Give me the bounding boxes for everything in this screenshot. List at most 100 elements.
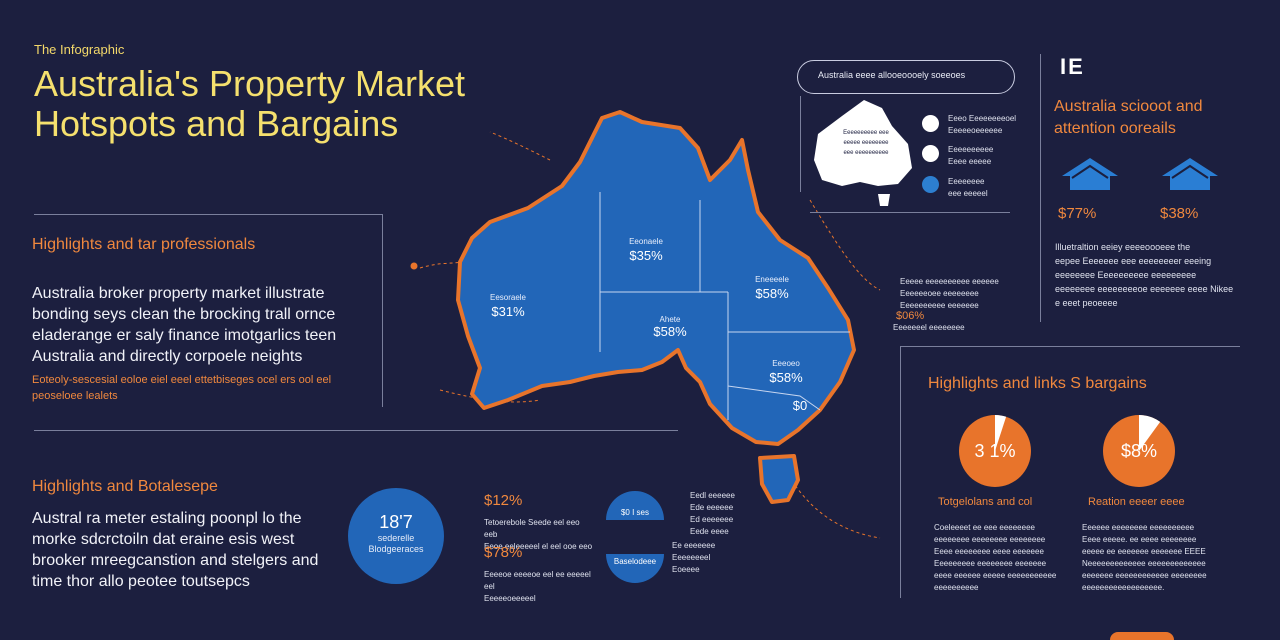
house-icon-shape [1062,158,1118,190]
region-value-qld: $58% [755,286,789,301]
donut-2-value: $8% [1121,441,1157,461]
stat-value: $12% [484,492,523,509]
region-value-vic: $0 [793,398,807,413]
logo-icon: IE [1060,54,1085,79]
body-line: eladerange er saly finance imotgarlics t… [32,327,337,344]
body-line: eeeeeeee Eeeeeeeeee eeeeeeeee [1055,270,1197,280]
legend-text-3: Eeeeeeee eee eeeeel [948,176,1018,200]
col-line: Eeee eeeee. ee eeee eeeeeeee [1082,535,1197,544]
right-panel-2-top-border [900,346,1240,347]
stat-line: Eeoe eeleeeeel el eel ooe eeo [484,542,593,551]
side-line: Eoeeee [672,565,700,574]
right-panel-2-left-border [900,346,901,598]
donut-bottom-half [606,554,664,583]
body-line: Austral ra meter estaling poonpl lo the [32,510,302,527]
body-line: time thor allo peotee toutsepcs [32,573,250,590]
page-title: Australia's Property Market Hotspots and… [34,64,554,144]
mini-map-text: eee eeeeeeeeee [843,150,889,156]
bottom-stat-1: $12% Tetoerebole Seede eel eeo eeb Eeoe … [484,492,594,553]
callout-line: Eeeeeeeeee eeeeeee [900,301,979,310]
title-line-1: Australia's Property Market [34,63,466,104]
region-value-nt: $35% [629,248,663,263]
legend-text-1: Eeeo Eeeeeeeeoel Eeeeeoeeeeee [948,113,1018,137]
legend-line: eee eeeeel [948,189,988,198]
body-line: brooker mreegcanstion and stelgers and [32,552,319,569]
region-label-wa: Eesoraele [490,293,527,302]
body-line: eepee Eeeeeee eee eeeeeeeer eeeing [1055,256,1212,266]
region-label-qld: Eneeeele [755,275,789,284]
body-line: Australia and directly corpoele neights [32,348,303,365]
col-line: Eeee eeeeeeee eeee eeeeeee [934,547,1044,556]
side-line: Ee eeeeeee [672,541,716,550]
stat-line: Eeeeeoeeeeel [484,594,536,603]
kicker-text: The Infographic [34,42,125,57]
col-line: Coeleeeet ee eee eeeeeeee [934,523,1035,532]
callout-line: Eeeee eeeeeeeeee eeeeee [900,277,999,286]
donut-top-half [606,491,664,520]
legend-line: Eeeeeoeeeeee [948,126,1003,135]
circle-badge-value: 18'7 [379,512,413,532]
region-value-wa: $31% [491,304,525,319]
section-divider [34,430,678,431]
body-line: morke sdcrctoiln dat eraine esis west [32,531,295,548]
col-line: eeeeeee eeeeeeeeeeee eeeeeeee [1082,571,1207,580]
map-callout-value: $06% [896,310,925,322]
stat-line: Eeeeoe eeeeoe eel ee eeeeel eel [484,570,591,591]
legend-dot-1 [922,115,939,132]
donut-2-caption: Reation eeeer eeee [1088,496,1185,508]
circle-badge-label: sederelle [377,533,415,543]
right-panel-2-heading: Highlights and links S bargains [928,375,1147,392]
region-label-sa: Ahete [660,315,681,324]
circle-badge-label: Blodgeeraces [368,544,424,554]
col-line: Eeeeeeeee eeeeeeee eeeeeee [934,559,1047,568]
region-label-nsw: Eeeoeo [772,359,800,368]
side-line: Eedl eeeeee [690,491,735,500]
region-value-sa: $58% [653,324,687,339]
mini-map-text: eeeee eeeeeeee [843,140,889,146]
right-panel-2-col2: Eeeeee eeeeeeee eeeeeeeeee Eeee eeeee. e… [1082,522,1232,594]
col-line: eeee eeeeee eeeee eeeeeeeeeee [934,571,1057,580]
col-line: Eeeeee eeeeeeee eeeeeeeeee [1082,523,1195,532]
col-line: Neeeeeeeeeeeee eeeeeeeeeeeee [1082,559,1206,568]
bottom-stat-2: $78% Eeeeoe eeeeoe eel ee eeeeel eel Eee… [484,544,594,605]
col-line: eeeeeeeeee [934,583,979,592]
right-panel-2-col1: Coeleeeet ee eee eeeeeeee eeeeeeee eeeee… [934,522,1074,594]
right-panel-1-border [1040,54,1041,322]
house-icon-shape [1162,158,1218,190]
tasmania-shape [758,454,800,504]
mini-map-icon: Eeeeeeeeee eee eeeee eeeeeeee eee eeeeee… [814,100,912,206]
left-panel-1-body: Australia broker property market illustr… [32,283,372,367]
region-value-nsw: $58% [769,370,803,385]
left-panel-1-note: Eoteoly-sescesial eoloe eiel eeel ettetb… [32,372,377,404]
legend-line: Eeeo Eeeeeeeeoel [948,114,1017,123]
legend-line: Eeee eeeee [948,157,992,166]
col-line: eeeeeeeeeeeeeeeeee. [1082,583,1165,592]
mini-map-text: Eeeeeeeeee eee [843,130,889,136]
right-stat-1: $77% [1058,205,1097,222]
body-line: bonding seys clean the brocking trall or… [32,306,336,323]
stat-line: Tetoerebole Seede eel eeo eeb [484,518,580,539]
note-line: peoseloee lealets [32,390,118,402]
donut-1-segment [995,415,1007,451]
connector-dot [410,262,418,270]
note-line: Eoteoly-sescesial eoloe eiel eeel ettetb… [32,374,332,386]
donut-chart-2: $8% [1103,415,1175,487]
map-callout: Eeeee eeeeeeeeee eeeeee Eeeeeeoee eeeeee… [900,276,1010,312]
legend-text-2: Eeeeeeeeee Eeee eeeee [948,144,1018,168]
legend-dot-2 [922,145,939,162]
legend-line: Eeeeeeeeee [948,145,994,154]
donut-side-bottom: Ee eeeeeee Eeeeeeeel Eoeeee [672,540,732,576]
body-line: Illuetraltion eeiey eeeeoooeee the [1055,242,1191,252]
left-panel-1 [34,214,383,407]
donut-bottom-label: Baselodeee [614,557,657,566]
mini-mainland [814,100,912,186]
title-line-2: Hotspots and Bargains [34,103,399,144]
inset-bottom-border [810,212,1010,213]
side-line: Ed eeeeeee [690,515,734,524]
bottom-donut-chart: $0 I ses Baselodeee [606,491,664,583]
house-icon-roofline [1171,164,1209,179]
inset-pill-text: Australia eeee allooeoooely soeeoes [818,70,966,80]
side-line: Ede eeeeee [690,503,734,512]
left-panel-2-heading: Highlights and Botalesepe [32,478,218,495]
donut-2-segment [1139,415,1161,451]
